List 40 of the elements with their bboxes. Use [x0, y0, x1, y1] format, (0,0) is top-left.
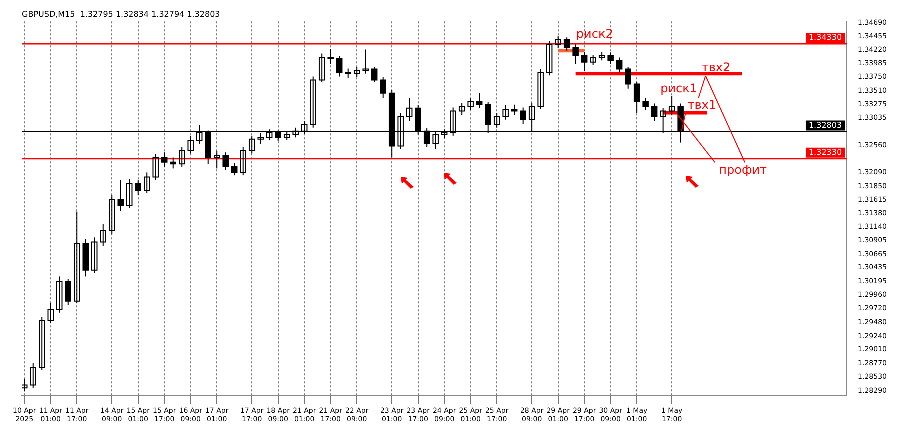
candlestick [310, 76, 316, 128]
candlestick [74, 211, 80, 304]
candlestick [48, 302, 54, 324]
candlestick [126, 178, 133, 209]
candlestick [555, 35, 562, 49]
ref-line-label: 1.34330 [808, 33, 842, 42]
annotation: риск2 [576, 27, 614, 42]
candlestick [152, 154, 159, 181]
candlestick [538, 68, 544, 110]
chart-title: GBPUSD,M15 1.32795 1.32834 1.32794 1.32803 [22, 10, 220, 19]
candlestick [502, 104, 509, 120]
candlestick [144, 172, 150, 194]
candlestick [188, 136, 194, 154]
candlestick [56, 276, 63, 314]
candlestick [354, 66, 360, 78]
candlestick [91, 237, 98, 274]
candlestick [458, 102, 466, 116]
annotation: твх2 [702, 60, 731, 75]
ref-line-label: 1.32330 [808, 148, 842, 157]
candlestick [668, 96, 676, 116]
candlestick [318, 53, 326, 83]
ref-line-label: 1.32803 [808, 120, 842, 130]
candlestick [546, 40, 553, 76]
candlestick [494, 113, 500, 128]
candlestick [362, 49, 369, 74]
candlestick [214, 150, 220, 170]
candlestick [39, 316, 46, 371]
candlestick [468, 98, 474, 111]
candlestick [590, 55, 596, 66]
candlestick [240, 146, 246, 176]
candlestick [22, 378, 28, 392]
candlestick [248, 135, 256, 154]
annotation: профит [719, 163, 768, 178]
annotation: риск1 [660, 82, 698, 96]
candlestick [30, 362, 36, 389]
annotation: твх1 [688, 98, 717, 112]
candlestick [406, 98, 413, 122]
candlestick [100, 224, 106, 247]
candlestick [108, 194, 116, 235]
candlestick [178, 146, 186, 168]
